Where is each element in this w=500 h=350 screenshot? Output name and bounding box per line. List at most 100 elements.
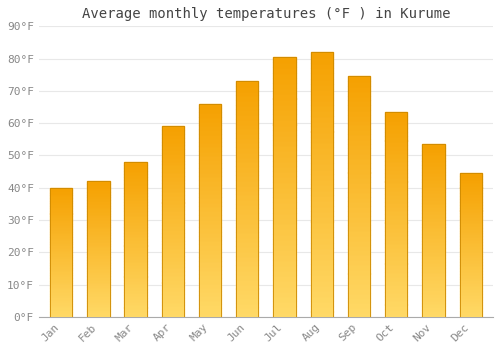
Bar xyxy=(385,264,407,268)
Bar xyxy=(310,132,333,137)
Bar xyxy=(199,129,222,134)
Bar xyxy=(310,142,333,147)
Bar xyxy=(50,224,72,226)
Bar xyxy=(236,147,258,152)
Bar xyxy=(199,104,222,108)
Bar xyxy=(162,264,184,267)
Bar xyxy=(50,252,72,255)
Bar xyxy=(274,125,295,130)
Bar xyxy=(87,249,110,252)
Bar xyxy=(385,268,407,272)
Bar xyxy=(162,180,184,183)
Bar xyxy=(50,278,72,281)
Bar xyxy=(236,288,258,293)
Bar xyxy=(310,52,333,57)
Bar xyxy=(50,198,72,201)
Bar xyxy=(236,218,258,223)
Bar xyxy=(385,165,407,169)
Bar xyxy=(236,95,258,100)
Bar xyxy=(236,307,258,312)
Bar xyxy=(87,181,110,317)
Bar xyxy=(348,139,370,144)
Bar xyxy=(274,265,295,270)
Bar xyxy=(310,237,333,243)
Bar xyxy=(385,145,407,149)
Bar xyxy=(422,144,444,148)
Bar xyxy=(87,246,110,249)
Bar xyxy=(385,182,407,186)
Bar xyxy=(124,205,147,208)
Bar xyxy=(348,307,370,312)
Bar xyxy=(385,206,407,210)
Bar xyxy=(422,230,444,234)
Bar xyxy=(87,236,110,238)
Bar xyxy=(310,232,333,237)
Bar xyxy=(236,265,258,270)
Bar xyxy=(50,226,72,229)
Bar xyxy=(310,264,333,269)
Bar xyxy=(162,161,184,164)
Bar xyxy=(124,248,147,252)
Bar xyxy=(348,144,370,148)
Bar xyxy=(460,173,482,176)
Bar xyxy=(348,91,370,96)
Bar xyxy=(236,86,258,91)
Bar xyxy=(124,168,147,171)
Bar xyxy=(310,169,333,174)
Bar xyxy=(162,260,184,264)
Bar xyxy=(87,187,110,189)
Bar xyxy=(236,274,258,279)
Bar xyxy=(199,240,222,244)
Bar xyxy=(310,259,333,264)
Bar xyxy=(460,282,482,285)
Bar xyxy=(348,269,370,273)
Bar xyxy=(50,299,72,301)
Bar xyxy=(310,274,333,280)
Bar xyxy=(50,206,72,208)
Bar xyxy=(124,162,147,317)
Bar xyxy=(162,126,184,317)
Bar xyxy=(124,314,147,317)
Bar xyxy=(385,140,407,145)
Bar xyxy=(236,81,258,86)
Bar xyxy=(124,162,147,165)
Bar xyxy=(87,268,110,271)
Bar xyxy=(87,284,110,287)
Bar xyxy=(385,173,407,177)
Bar xyxy=(124,258,147,261)
Bar xyxy=(199,236,222,240)
Bar xyxy=(87,230,110,233)
Bar xyxy=(50,190,72,193)
Bar xyxy=(87,306,110,309)
Bar xyxy=(87,227,110,230)
Bar xyxy=(385,276,407,280)
Bar xyxy=(50,270,72,273)
Bar xyxy=(422,175,444,178)
Bar xyxy=(50,273,72,275)
Bar xyxy=(124,233,147,236)
Bar xyxy=(385,231,407,235)
Bar xyxy=(310,68,333,73)
Bar xyxy=(162,145,184,149)
Bar xyxy=(87,200,110,203)
Bar xyxy=(348,163,370,168)
Bar xyxy=(348,211,370,216)
Bar xyxy=(236,208,258,213)
Bar xyxy=(236,133,258,138)
Bar xyxy=(385,210,407,214)
Bar xyxy=(460,208,482,210)
Bar xyxy=(460,190,482,193)
Bar xyxy=(162,279,184,282)
Bar xyxy=(274,130,295,135)
Bar xyxy=(385,186,407,190)
Bar xyxy=(460,294,482,297)
Bar xyxy=(236,81,258,317)
Bar xyxy=(50,208,72,211)
Bar xyxy=(422,261,444,265)
Bar xyxy=(460,271,482,274)
Bar xyxy=(274,312,295,317)
Bar xyxy=(162,157,184,161)
Bar xyxy=(199,227,222,232)
Bar xyxy=(422,203,444,206)
Bar xyxy=(199,206,222,210)
